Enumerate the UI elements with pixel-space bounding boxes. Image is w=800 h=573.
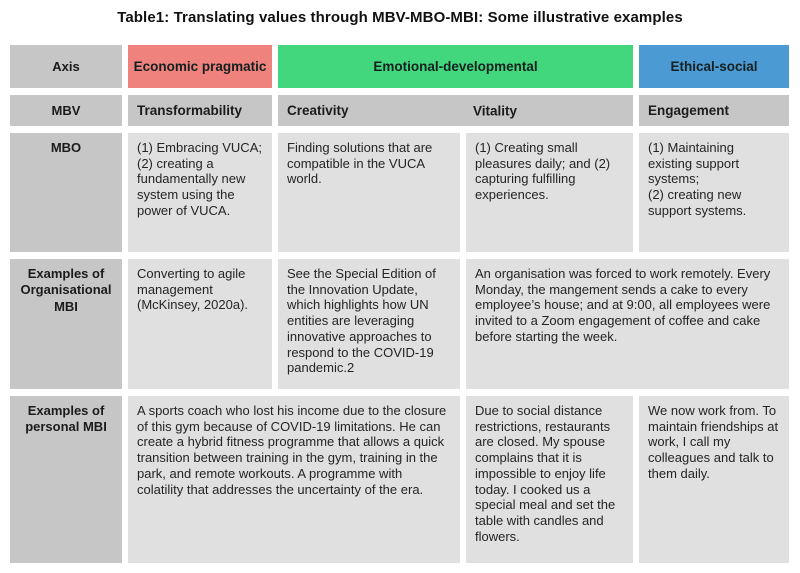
org-mbi-row-label: Examples of Organisational MBI — [10, 259, 122, 389]
mbo-row-label: MBO — [10, 133, 122, 252]
personal-mbi-engagement-cell: We now work from. To maintain friendship… — [639, 396, 789, 563]
ethical-social-header-cell: Ethical-social — [639, 45, 789, 88]
org-mbi-creativity-cell: See the Special Edition of the Innovatio… — [278, 259, 460, 389]
mbv-transformability-cell: Transformability — [128, 95, 272, 126]
mbo-creativity-cell: Finding solutions that are compatible in… — [278, 133, 460, 252]
mbv-vitality-label: Vitality — [473, 103, 518, 118]
personal-mbi-transformability-creativity-cell: A sports coach who lost his income due t… — [128, 396, 460, 563]
mbv-creativity-label: Creativity — [287, 103, 349, 118]
economic-pragmatic-header-cell: Economic pragmatic — [128, 45, 272, 88]
axis-header-cell: Axis — [10, 45, 122, 88]
mbo-vitality-cell: (1) Creating small pleasures daily; and … — [466, 133, 633, 252]
mbv-row-label: MBV — [10, 95, 122, 126]
mbv-engagement-cell: Engagement — [639, 95, 789, 126]
mbv-mbo-mbi-table: Axis Economic pragmatic Emotional-develo… — [10, 45, 789, 563]
table-title: Table1: Translating values through MBV-M… — [117, 9, 683, 26]
mbo-transformability-cell: (1) Embracing VUCA; (2) creating a funda… — [128, 133, 272, 252]
mbo-engagement-cell: (1) Maintaining existing support systems… — [639, 133, 789, 252]
personal-mbi-row-label: Examples of personal MBI — [10, 396, 122, 563]
org-mbi-transformability-cell: Converting to agile management (McKinsey… — [128, 259, 272, 389]
emotional-developmental-header-cell: Emotional-developmental — [278, 45, 633, 88]
org-mbi-vitality-engagement-cell: An organisation was forced to work remot… — [466, 259, 789, 389]
mbv-creativity-vitality-cell: Creativity Vitality — [278, 95, 633, 126]
personal-mbi-vitality-cell: Due to social distance restrictions, res… — [466, 396, 633, 563]
